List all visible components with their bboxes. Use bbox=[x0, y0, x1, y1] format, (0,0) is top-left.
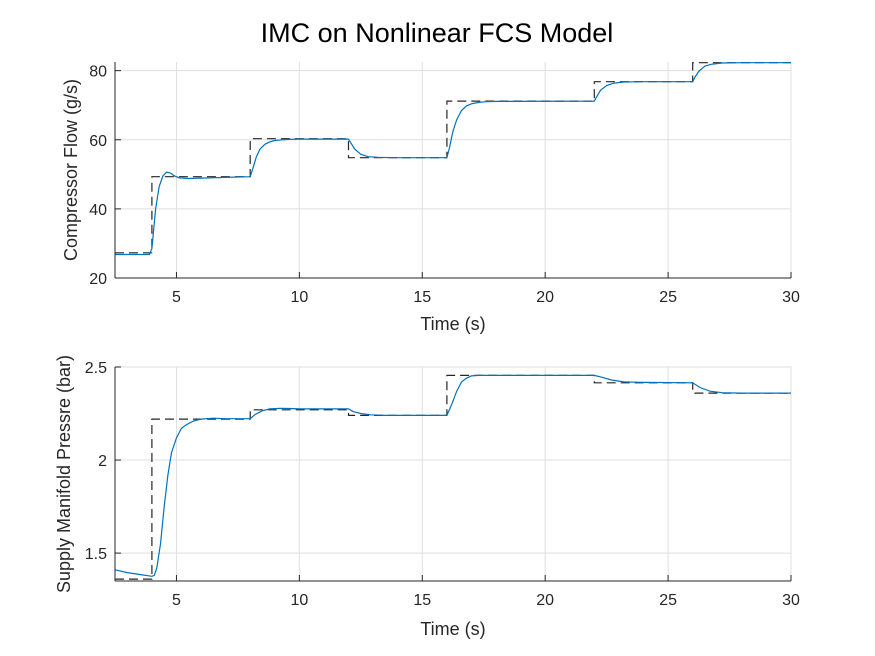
compressor-flow-y-tick-label: 60 bbox=[89, 133, 107, 150]
supply-pressure-reference-line bbox=[115, 374, 791, 580]
compressor-flow-x-tick-label: 5 bbox=[172, 289, 181, 306]
compressor-flow-response-line bbox=[115, 62, 791, 256]
compressor-flow-x-tick-label: 20 bbox=[536, 289, 554, 306]
supply-pressure-y-tick-label: 2 bbox=[98, 453, 107, 470]
compressor-flow-y-tick-label: 40 bbox=[89, 202, 107, 219]
supply-pressure-x-tick-label: 20 bbox=[536, 592, 554, 609]
compressor-flow-x-tick-label: 25 bbox=[659, 289, 677, 306]
chart-title: IMC on Nonlinear FCS Model bbox=[261, 18, 614, 48]
supply-pressure-y-tick-label: 2.5 bbox=[85, 360, 107, 377]
compressor-flow-ylabel: Compressor Flow (g/s) bbox=[61, 79, 81, 261]
supply-pressure-x-tick-label: 30 bbox=[782, 592, 800, 609]
supply-pressure-x-tick-label: 10 bbox=[290, 592, 308, 609]
supply-pressure-x-tick-label: 5 bbox=[172, 592, 181, 609]
supply-pressure-x-tick-label: 25 bbox=[659, 592, 677, 609]
supply-pressure-xlabel: Time (s) bbox=[420, 619, 485, 639]
compressor-flow-x-tick-label: 10 bbox=[290, 289, 308, 306]
compressor-flow-y-tick-label: 80 bbox=[89, 64, 107, 81]
supply-manifold-pressure-plot: 5 10 15 20 25 30 1.5 2 2.5 bbox=[85, 360, 800, 609]
compressor-flow-xlabel: Time (s) bbox=[420, 314, 485, 334]
compressor-flow-x-tick-label: 15 bbox=[413, 289, 431, 306]
compressor-flow-plot: 5 10 15 20 25 30 20 40 60 80 bbox=[89, 62, 800, 306]
supply-pressure-response-line bbox=[115, 374, 791, 577]
supply-pressure-ylabel: Supply Manifold Pressre (bar) bbox=[54, 355, 74, 593]
compressor-flow-y-tick-label: 20 bbox=[89, 271, 107, 288]
compressor-flow-x-tick-label: 30 bbox=[782, 289, 800, 306]
compressor-flow-reference-line bbox=[115, 62, 791, 254]
supply-pressure-y-tick-label: 1.5 bbox=[85, 546, 107, 563]
supply-pressure-x-tick-label: 15 bbox=[413, 592, 431, 609]
